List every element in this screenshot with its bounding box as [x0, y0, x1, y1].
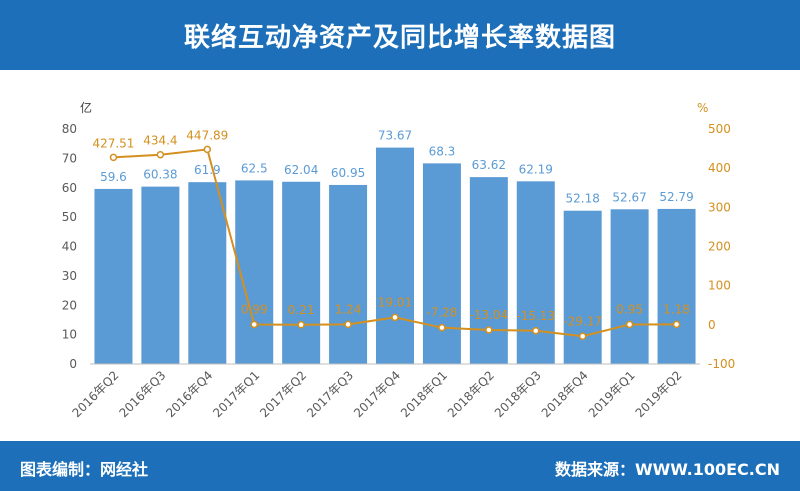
line-data-label: 427.51: [92, 136, 134, 150]
line-data-label: 434.4: [143, 134, 177, 148]
bar-data-label: 52.79: [659, 190, 693, 204]
y-left-tick-label: 50: [62, 210, 77, 224]
y-right-tick-label: 500: [708, 122, 731, 136]
bar: [94, 188, 133, 364]
bar: [141, 186, 180, 364]
y-right-unit: %: [697, 101, 708, 115]
bar: [188, 182, 227, 364]
x-tick-label: 2018年Q4: [539, 368, 591, 420]
y-left-tick-label: 60: [62, 181, 77, 195]
bar-data-label: 60.38: [143, 168, 177, 182]
y-left-tick-label: 70: [62, 151, 77, 165]
chart-title-banner: 联络互动净资产及同比增长率数据图: [0, 0, 800, 70]
chart-title: 联络互动净资产及同比增长率数据图: [183, 22, 616, 53]
bar: [563, 210, 602, 364]
line-point: [109, 153, 118, 162]
bar-data-label: 63.62: [472, 158, 506, 172]
y-right-tick-label: 0: [708, 318, 716, 332]
bar-data-label: 62.04: [284, 163, 318, 177]
line-data-label: 1.24: [335, 302, 362, 316]
line-point: [297, 321, 305, 329]
bar: [235, 180, 274, 364]
y-left-unit: 亿: [80, 100, 92, 115]
line-data-label: 0.21: [288, 303, 315, 317]
line-data-label: -7.28: [426, 306, 457, 320]
bar: [657, 208, 696, 364]
bar-data-label: 59.6: [100, 170, 127, 184]
x-tick-label: 2018年Q3: [492, 368, 544, 420]
line-point: [156, 150, 165, 159]
bar: [329, 184, 368, 364]
line-point: [203, 145, 212, 154]
bar-data-label: 73.67: [378, 129, 412, 143]
bar-data-label: 68.3: [429, 144, 456, 158]
bar-data-label: 62.5: [241, 161, 268, 175]
line-point: [438, 323, 446, 332]
x-tick-label: 2017年Q2: [257, 368, 309, 420]
line-data-label: 1.18: [663, 302, 690, 316]
bar-data-label: 52.18: [566, 192, 600, 206]
x-tick-label: 2018年Q2: [445, 368, 497, 420]
line-data-label: 0.99: [241, 302, 268, 316]
bar: [376, 147, 414, 364]
line-point: [625, 320, 634, 329]
line-point: [250, 320, 258, 329]
y-left-tick-label: 20: [62, 298, 77, 312]
x-tick-label: 2019年Q2: [633, 368, 685, 420]
x-tick-label: 2016年Q2: [70, 368, 122, 420]
footer-credit: 图表编制：网经社: [20, 460, 149, 479]
line-data-label: -13.04: [470, 308, 509, 322]
bar: [282, 181, 321, 364]
y-right-tick-label: 300: [708, 200, 731, 214]
line-point: [578, 332, 587, 341]
line-point: [391, 313, 399, 322]
y-left-tick-label: 40: [62, 240, 77, 254]
y-right-tick-label: 400: [708, 161, 731, 175]
x-tick-label: 2016年Q3: [116, 368, 168, 420]
bar: [610, 209, 649, 364]
line-data-label: -29.17: [563, 314, 602, 328]
line-point: [344, 320, 352, 329]
x-tick-label: 2017年Q1: [210, 368, 262, 420]
line-data-label: 447.89: [186, 128, 228, 142]
bar: [516, 181, 555, 364]
x-tick-label: 2017年Q4: [351, 368, 403, 420]
line-point: [485, 326, 493, 334]
y-left-tick-label: 80: [62, 122, 77, 136]
line-point: [532, 327, 540, 335]
y-right-tick-label: -100: [708, 357, 735, 371]
line-data-label: -15.13: [516, 309, 555, 323]
y-right-tick-label: 100: [708, 279, 731, 293]
x-tick-label: 2017年Q3: [304, 368, 356, 420]
y-left-tick-label: 30: [62, 269, 77, 283]
x-tick-label: 2016年Q4: [163, 368, 215, 420]
bar-data-label: 60.95: [331, 166, 365, 180]
line-point: [672, 320, 681, 329]
bar-data-label: 52.67: [612, 190, 646, 204]
footer-source: 数据来源：WWW.100EC.CN: [554, 460, 780, 479]
y-left-tick-label: 0: [69, 357, 77, 371]
footer-banner: 图表编制：网经社 数据来源：WWW.100EC.CN: [0, 441, 800, 491]
x-tick-label: 2018年Q1: [398, 368, 450, 420]
line-data-label: 0.95: [616, 302, 643, 316]
bar-data-label: 62.19: [519, 162, 553, 176]
bar-data-label: 61.9: [194, 163, 221, 177]
y-left-tick-label: 10: [62, 328, 77, 342]
x-tick-label: 2019年Q1: [586, 368, 638, 420]
line-data-label: 19.01: [378, 295, 412, 309]
bar: [422, 163, 461, 364]
y-right-tick-label: 200: [708, 240, 731, 254]
bar: [469, 177, 508, 364]
